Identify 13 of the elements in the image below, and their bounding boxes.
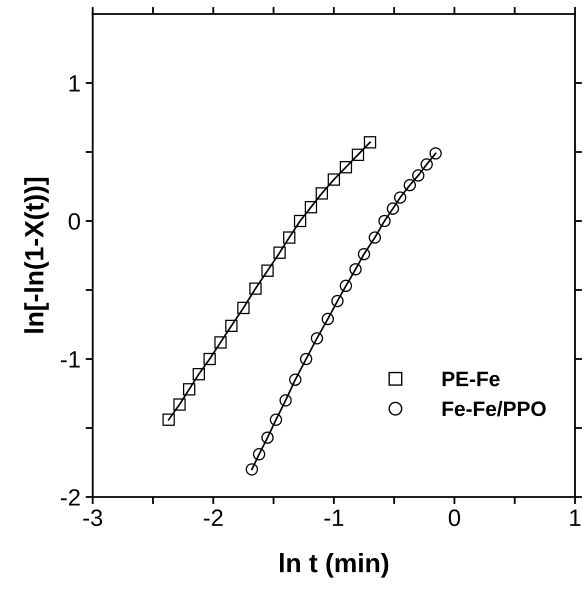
x-tick-label: -2 [204, 509, 223, 526]
x-tick-label: 0 [448, 509, 460, 526]
y-tick-label: -2 [60, 489, 80, 506]
legend-label: PE-Fe [442, 372, 500, 386]
y-tick-label: 0 [68, 213, 80, 230]
y-tick-label: 1 [70, 75, 80, 92]
x-tick-label: -1 [324, 510, 344, 526]
y-tick-label: -1 [60, 351, 80, 368]
y-axis-title: ln[-ln(1-X(t))] [24, 178, 49, 333]
x-tick-label: -3 [83, 509, 102, 526]
x-axis-title: ln t (min) [280, 553, 388, 578]
x-tick-label: 1 [570, 510, 580, 526]
legend-label: Fe-Fe/PPO [442, 400, 546, 416]
